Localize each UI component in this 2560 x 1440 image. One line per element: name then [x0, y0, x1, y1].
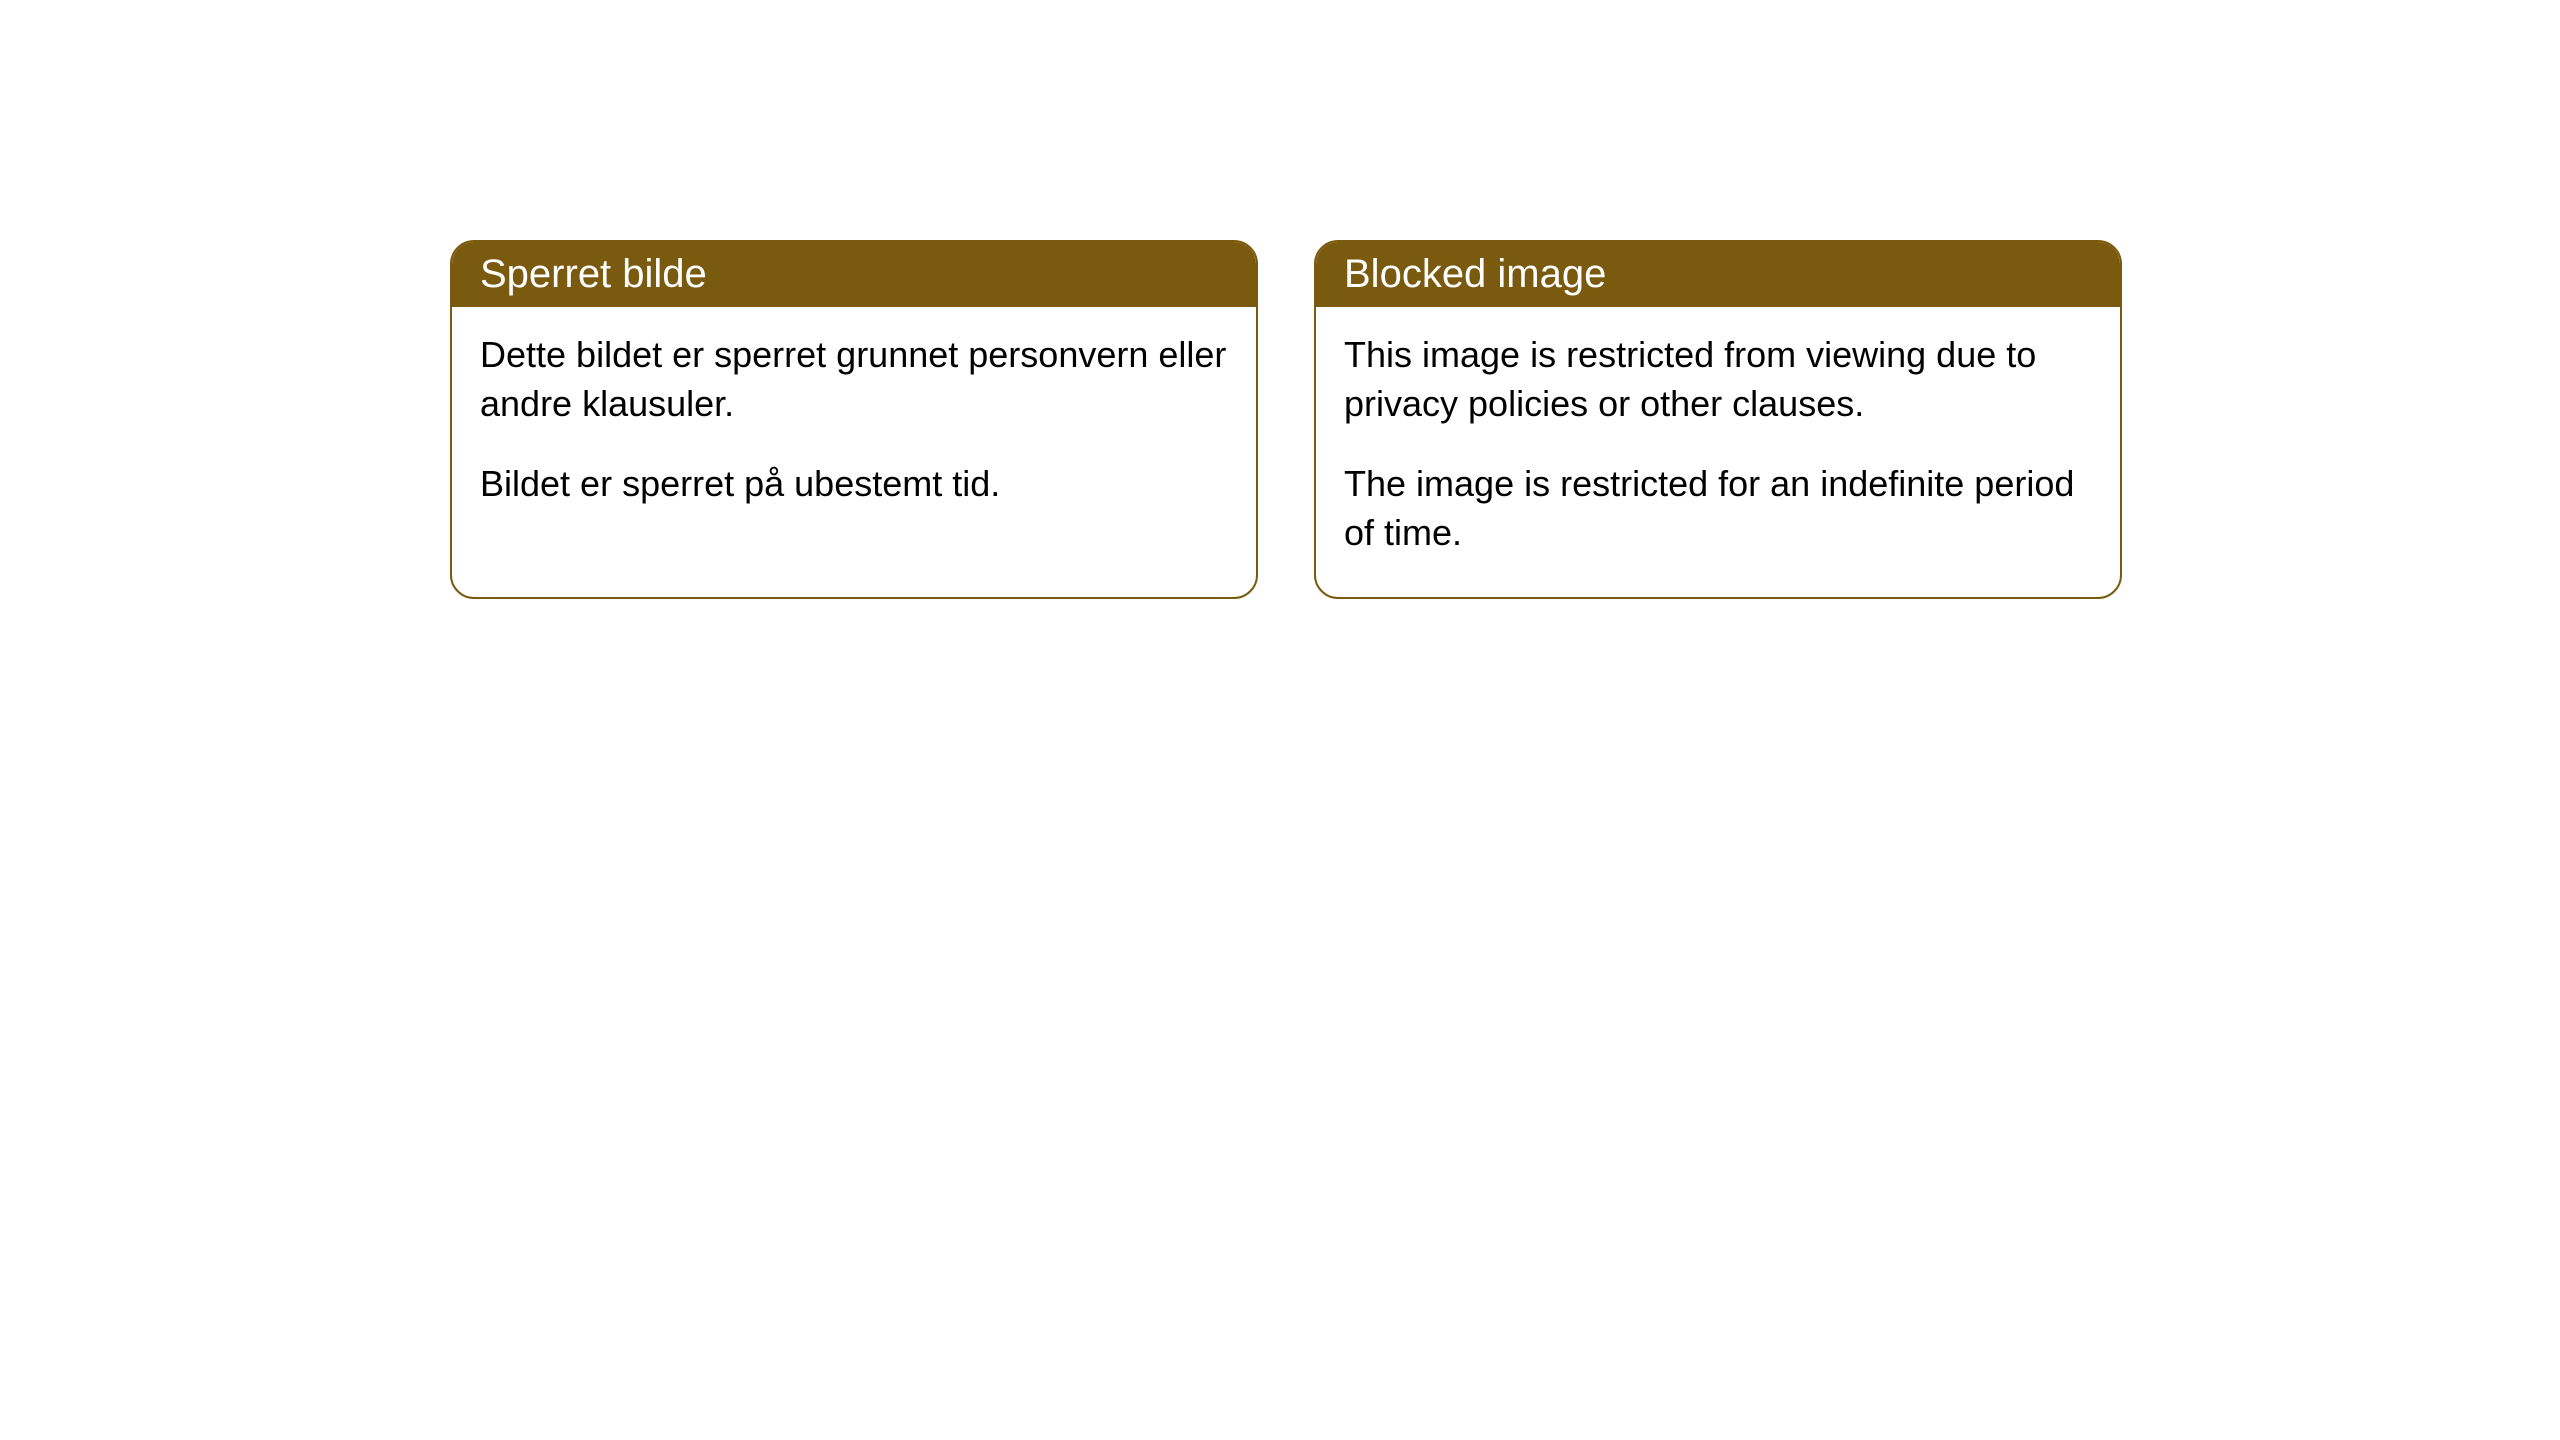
card-paragraph: The image is restricted for an indefinit… — [1344, 460, 2092, 557]
notice-cards-container: Sperret bilde Dette bildet er sperret gr… — [450, 240, 2122, 599]
card-header: Sperret bilde — [452, 242, 1256, 307]
card-header: Blocked image — [1316, 242, 2120, 307]
card-paragraph: This image is restricted from viewing du… — [1344, 331, 2092, 428]
notice-card-norwegian: Sperret bilde Dette bildet er sperret gr… — [450, 240, 1258, 599]
card-body: Dette bildet er sperret grunnet personve… — [452, 307, 1256, 549]
card-paragraph: Bildet er sperret på ubestemt tid. — [480, 460, 1228, 509]
card-title: Sperret bilde — [480, 252, 707, 296]
card-title: Blocked image — [1344, 252, 1606, 296]
card-paragraph: Dette bildet er sperret grunnet personve… — [480, 331, 1228, 428]
card-body: This image is restricted from viewing du… — [1316, 307, 2120, 597]
notice-card-english: Blocked image This image is restricted f… — [1314, 240, 2122, 599]
